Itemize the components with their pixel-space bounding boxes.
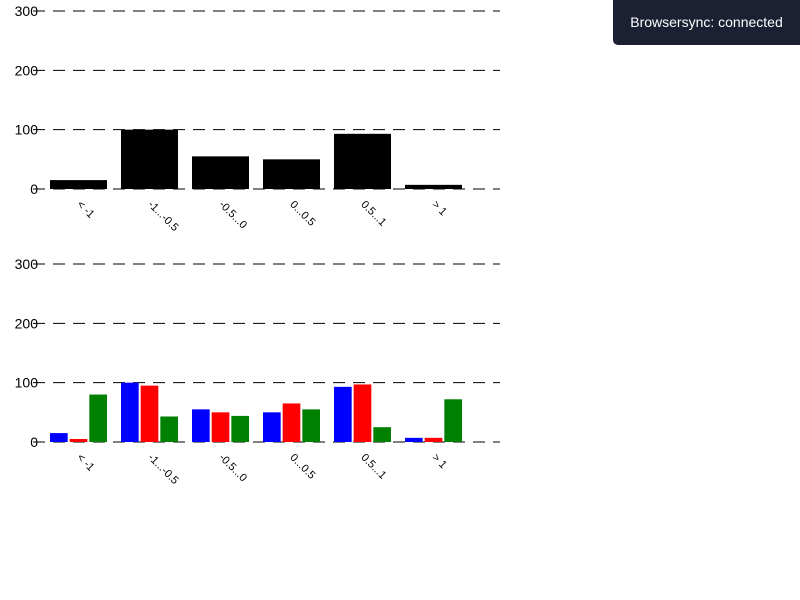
x-tick-label: > 1 xyxy=(429,199,449,219)
y-tick-label: 0 xyxy=(30,181,38,197)
bar-series-3-2 xyxy=(231,415,249,442)
bar-series-2-4 xyxy=(353,384,372,442)
bar-series-1-2 xyxy=(192,409,210,442)
bar-series-3-1 xyxy=(160,416,178,442)
bar-series-1-2 xyxy=(192,156,249,189)
browsersync-notification: Browsersync: connected xyxy=(613,0,800,45)
y-tick-label: 200 xyxy=(15,62,39,78)
bar-series-2-3 xyxy=(282,403,301,442)
bar-series-1-5 xyxy=(405,184,462,189)
y-tick-label: 200 xyxy=(15,315,39,331)
bar-series-3-4 xyxy=(373,427,391,442)
bar-chart-grouped-series: 0 100 200 300 < -1 -1...-0.5 -0.5...0 0...0.5 0.… xyxy=(15,256,500,487)
y-tick-label: 300 xyxy=(15,256,39,272)
x-tick-label: 0...0.5 xyxy=(287,199,317,229)
bar-series-2-0 xyxy=(69,439,88,442)
x-tick-label: 0.5...1 xyxy=(358,452,388,482)
bar-series-3-5 xyxy=(444,399,462,442)
x-tick-label: 0...0.5 xyxy=(287,452,317,482)
bar-series-1-3 xyxy=(263,412,281,442)
x-tick-label: < -1 xyxy=(74,452,96,474)
bar-series-2-5 xyxy=(424,437,443,442)
bar-series-3-0 xyxy=(89,394,107,442)
bar-series-1-1 xyxy=(121,382,139,442)
y-tick-label: 100 xyxy=(15,122,39,138)
bar-series-1-3 xyxy=(263,159,320,189)
bar-series-1-4 xyxy=(334,133,391,189)
x-tick-label: -0.5...0 xyxy=(216,199,249,232)
bar-series-1-0 xyxy=(50,433,68,442)
bar-series-2-2 xyxy=(211,412,230,442)
bar-series-2-1 xyxy=(140,385,159,442)
y-tick-label: 100 xyxy=(15,375,39,391)
bar-series-1-0 xyxy=(50,180,107,189)
y-tick-label: 300 xyxy=(15,3,39,19)
x-tick-label: < -1 xyxy=(74,199,96,221)
x-tick-label: > 1 xyxy=(429,452,449,472)
x-tick-label: -1...-0.5 xyxy=(145,199,180,234)
x-tick-label: -1...-0.5 xyxy=(145,452,180,487)
bar-chart-single-series: 0 100 200 300 < -1 -1...-0.5 -0.5...0 0...0.5 0.… xyxy=(15,3,500,234)
bar-series-1-1 xyxy=(121,129,178,189)
y-tick-label: 0 xyxy=(30,434,38,450)
bar-series-3-3 xyxy=(302,409,320,442)
x-tick-label: 0.5...1 xyxy=(358,199,388,229)
x-tick-label: -0.5...0 xyxy=(216,452,249,485)
bar-series-1-4 xyxy=(334,386,352,442)
bar-series-1-5 xyxy=(405,437,423,442)
